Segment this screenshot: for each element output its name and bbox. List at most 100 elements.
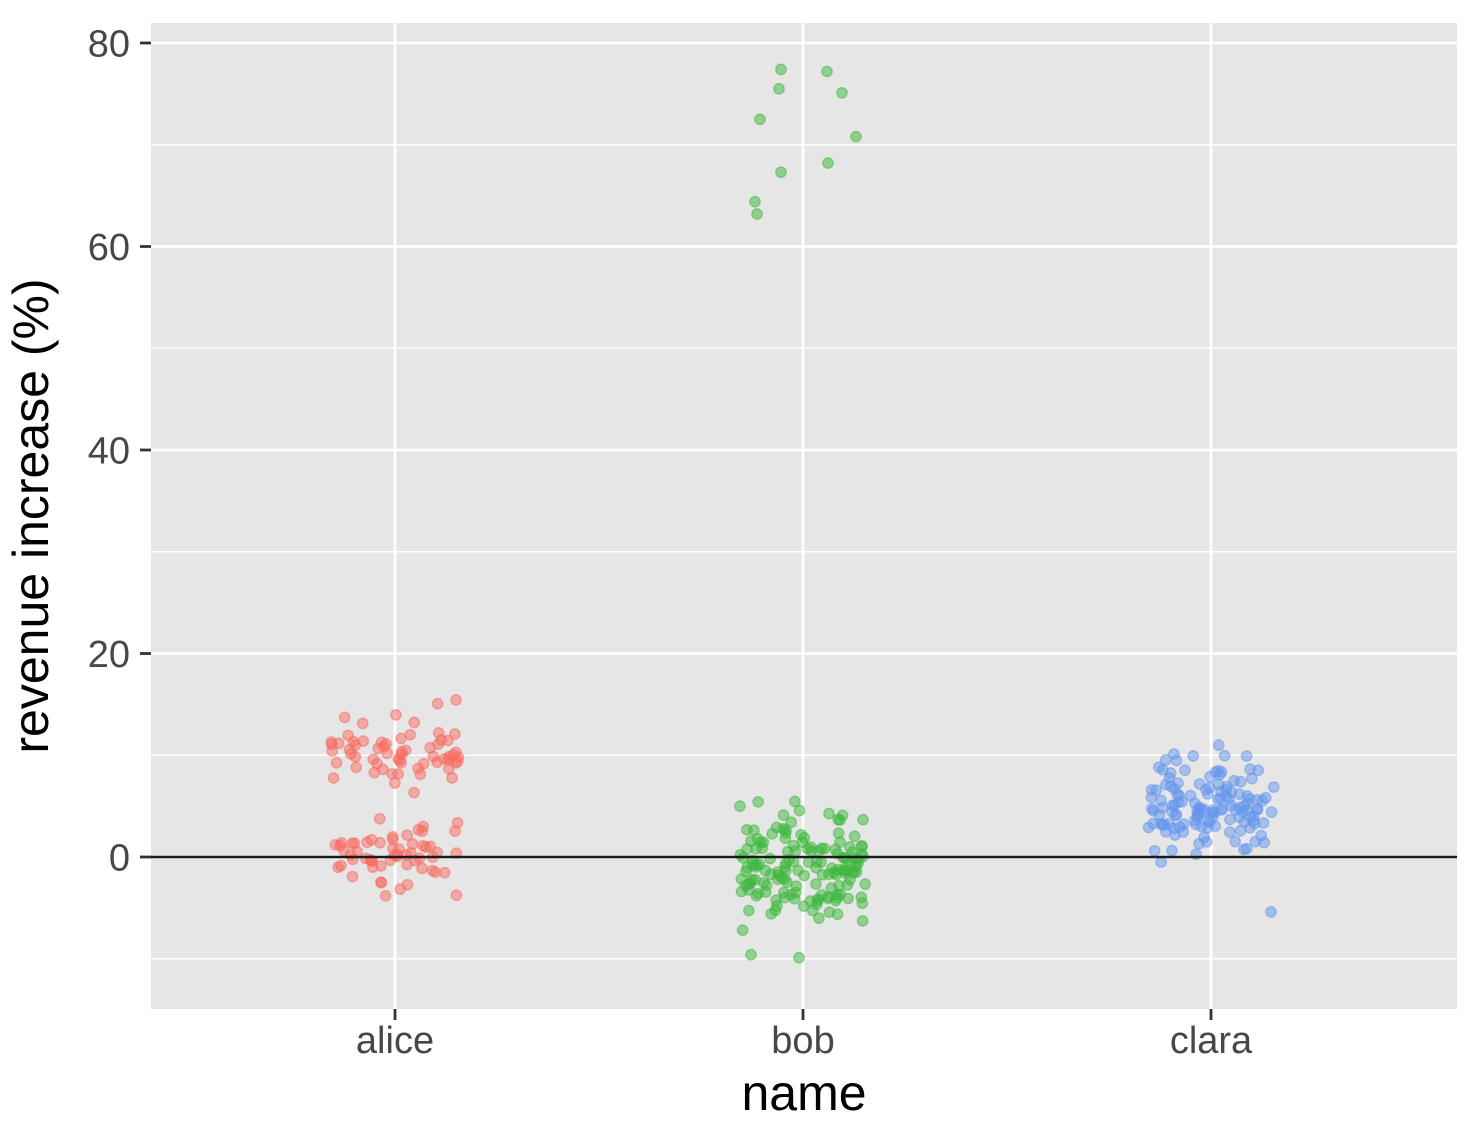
data-point-alice (406, 837, 419, 850)
data-point-clara (1225, 786, 1238, 798)
data-point-bob (825, 882, 838, 894)
data-point-bob (836, 809, 849, 822)
data-point-bob (764, 852, 777, 865)
data-point-alice (344, 849, 357, 861)
y-tick-label: 40 (88, 430, 130, 472)
data-point-alice (349, 750, 362, 763)
data-point-alice (356, 717, 369, 730)
y-tick-label: 20 (88, 634, 130, 676)
data-point-bob (850, 130, 862, 143)
data-point-alice (424, 741, 437, 754)
data-point-bob (813, 912, 825, 925)
data-point-alice (432, 726, 445, 739)
data-point-alice (414, 768, 427, 781)
data-point-clara (1192, 808, 1205, 821)
data-point-bob (770, 821, 783, 834)
data-point-clara (1234, 775, 1247, 788)
data-point-alice (408, 716, 421, 729)
data-point-alice (389, 708, 402, 721)
data-point-bob (855, 840, 868, 853)
series-alice-points (325, 693, 465, 902)
data-point-clara (1238, 843, 1250, 856)
x-tick-label-bob: bob (771, 1020, 834, 1062)
data-point-bob (844, 873, 856, 886)
data-point-bob (743, 904, 755, 917)
data-point-bob (836, 86, 848, 99)
data-point-clara (1193, 837, 1206, 850)
data-point-bob (760, 879, 773, 892)
data-point-clara (1218, 749, 1231, 762)
data-point-alice (404, 728, 417, 741)
data-point-bob (787, 839, 800, 852)
data-point-alice (416, 862, 428, 875)
data-point-clara (1201, 787, 1214, 800)
data-point-clara (1229, 835, 1242, 848)
y-axis-title: revenue increase (%) (3, 278, 59, 753)
data-point-clara (1145, 791, 1158, 804)
data-point-clara (1240, 750, 1253, 763)
data-point-bob (754, 113, 766, 126)
data-point-clara (1259, 791, 1272, 804)
x-tick-label-alice: alice (356, 1020, 434, 1062)
data-point-clara (1170, 754, 1183, 767)
data-point-bob (751, 832, 764, 845)
data-point-alice (327, 772, 340, 784)
data-point-bob (795, 828, 808, 841)
data-point-alice (346, 870, 359, 883)
data-point-alice (450, 693, 462, 706)
data-point-clara (1153, 761, 1165, 774)
data-point-clara (1233, 811, 1246, 824)
data-points-layer (325, 63, 1280, 964)
data-point-alice (451, 816, 464, 829)
data-point-alice (342, 729, 354, 742)
data-point-alice (392, 752, 405, 765)
data-point-clara (1207, 806, 1219, 819)
data-point-clara (1209, 766, 1222, 779)
data-point-bob (834, 836, 846, 848)
y-tick-label: 80 (88, 23, 130, 65)
data-point-bob (826, 862, 838, 875)
data-point-bob (733, 800, 746, 813)
data-point-clara (1248, 817, 1261, 830)
data-point-alice (448, 728, 461, 740)
data-point-bob (788, 795, 801, 808)
data-point-clara (1223, 826, 1236, 839)
x-tick-label-clara: clara (1170, 1020, 1253, 1062)
axis-tick-labels: 0 20 40 60 80 alice bob clara (88, 23, 1253, 1062)
data-point-bob (848, 830, 861, 843)
data-point-clara (1166, 799, 1179, 812)
data-point-clara (1174, 821, 1186, 833)
data-point-clara (1145, 802, 1158, 815)
data-point-alice (373, 812, 386, 825)
data-point-bob (856, 915, 869, 927)
data-point-alice (332, 737, 345, 750)
data-point-clara (1189, 797, 1201, 810)
data-point-bob (810, 877, 822, 890)
data-point-clara (1171, 788, 1184, 801)
data-point-clara (1244, 763, 1256, 775)
data-point-clara (1265, 906, 1277, 918)
data-point-alice (424, 840, 436, 853)
data-point-bob (752, 795, 765, 808)
data-point-clara (1147, 817, 1160, 830)
data-point-clara (1187, 750, 1200, 762)
data-point-alice (401, 829, 414, 842)
data-point-bob (759, 864, 772, 877)
axis-ticks (140, 41, 1213, 1020)
data-point-bob (742, 883, 755, 896)
data-point-alice (335, 859, 347, 872)
data-point-clara (1224, 813, 1236, 826)
x-axis-title: name (741, 1065, 866, 1121)
data-point-bob (773, 82, 785, 95)
data-point-bob (797, 900, 810, 913)
data-point-alice (338, 711, 351, 724)
data-point-bob (777, 886, 790, 899)
data-point-clara (1267, 781, 1280, 794)
data-point-alice (438, 753, 451, 765)
data-point-bob (793, 951, 805, 964)
data-point-clara (1234, 824, 1247, 837)
data-point-bob (815, 889, 828, 901)
data-point-bob (775, 63, 787, 76)
data-point-bob (831, 908, 844, 921)
data-point-bob (740, 865, 752, 878)
